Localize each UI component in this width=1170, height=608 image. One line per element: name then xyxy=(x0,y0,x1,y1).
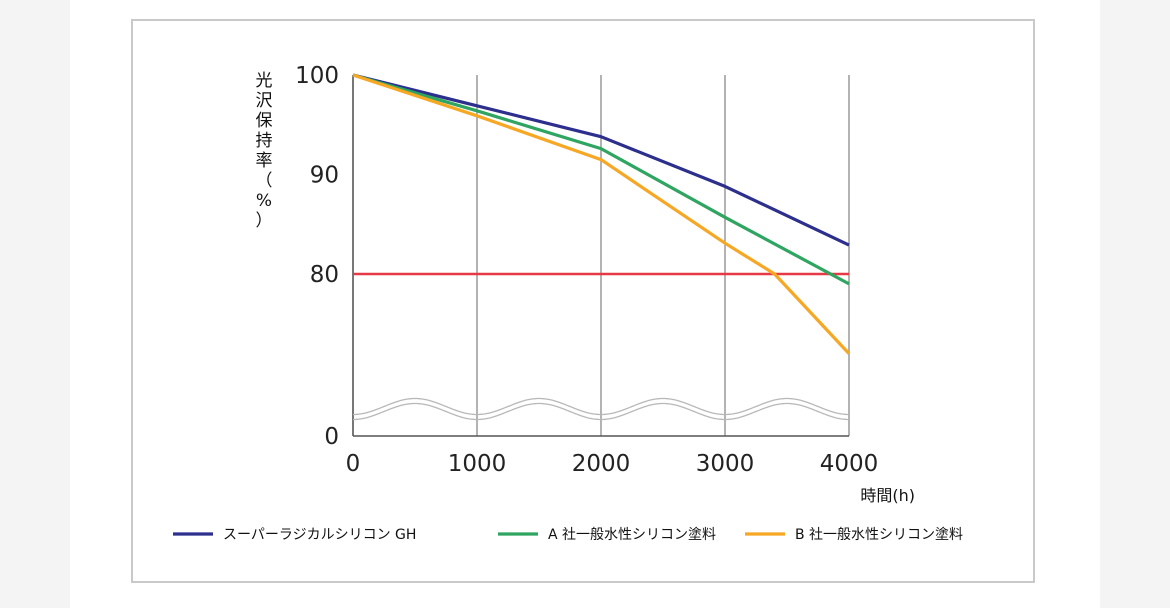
series-line-1 xyxy=(352,73,850,286)
y-axis-label-char-3: 持 xyxy=(256,131,273,151)
y-axis-label-char-1: 沢 xyxy=(256,91,273,111)
y-tick-label-80: 80 xyxy=(310,262,339,288)
axis-break-wave-lower xyxy=(353,402,849,421)
series-layer xyxy=(352,73,851,355)
y-tick-label-90: 90 xyxy=(310,163,339,189)
y-axis-label-char-7: ） xyxy=(256,211,273,231)
x-tick-label-1000: 1000 xyxy=(448,451,507,477)
chart-frame: 0 80 90 100 0 1000 2000 3000 4000 光沢保持率（%）時間(h) ス… xyxy=(131,19,1035,583)
x-tick-label-3000: 3000 xyxy=(696,451,755,477)
y-axis-label-char-6: % xyxy=(256,191,272,211)
series-line-0 xyxy=(352,73,850,247)
axis-break-layer xyxy=(353,397,849,421)
y-axis-label-char-2: 保 xyxy=(256,111,273,131)
axis-break-wave-upper xyxy=(353,397,849,416)
x-tick-label-4000: 4000 xyxy=(820,451,879,477)
y-axis-label-char-4: 率 xyxy=(256,151,273,171)
legend-label-2: B 社一般水性シリコン塗料 xyxy=(795,526,963,543)
grid-layer xyxy=(352,75,850,436)
legend-label-1: A 社一般水性シリコン塗料 xyxy=(548,526,716,543)
y-axis-label-char-5: （ xyxy=(256,171,273,191)
series-line-2 xyxy=(352,73,851,355)
y-tick-label-100: 100 xyxy=(295,63,339,89)
x-tick-label-0: 0 xyxy=(346,451,361,477)
legend-layer: スーパーラジカルシリコン GH A 社一般水性シリコン塗料 B 社一般水性シリコン塗… xyxy=(173,526,963,543)
x-tick-label-2000: 2000 xyxy=(572,451,631,477)
y-tick-label-0: 0 xyxy=(324,424,339,450)
x-axis-label: 時間(h) xyxy=(860,486,915,505)
y-axis-label-char-0: 光 xyxy=(256,71,273,91)
legend-label-0: スーパーラジカルシリコン GH xyxy=(223,527,416,543)
